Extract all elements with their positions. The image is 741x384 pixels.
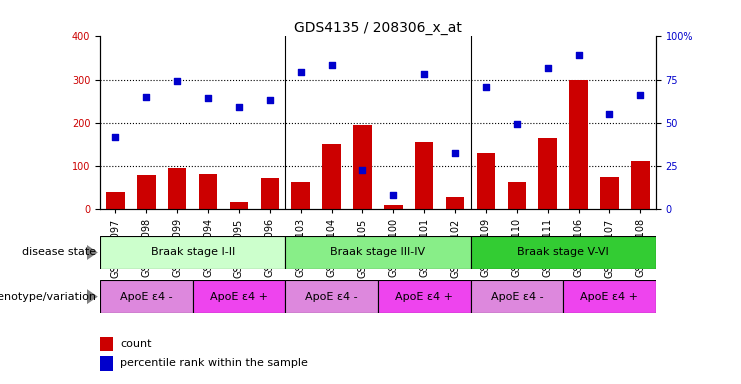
- Text: genotype/variation: genotype/variation: [0, 291, 96, 302]
- Text: ApoE ε4 +: ApoE ε4 +: [395, 291, 453, 302]
- Point: [603, 111, 615, 118]
- Bar: [230, 202, 248, 209]
- Bar: [291, 182, 310, 209]
- Bar: [446, 197, 465, 209]
- Bar: [285, 280, 378, 313]
- Point: [511, 121, 522, 127]
- Bar: [100, 337, 113, 351]
- Point: [418, 71, 430, 77]
- Point: [480, 84, 492, 91]
- Bar: [285, 236, 471, 269]
- Text: Braak stage I-II: Braak stage I-II: [150, 247, 235, 258]
- Text: ApoE ε4 -: ApoE ε4 -: [120, 291, 173, 302]
- Text: percentile rank within the sample: percentile rank within the sample: [120, 358, 308, 368]
- Point: [326, 61, 338, 68]
- Text: ApoE ε4 +: ApoE ε4 +: [210, 291, 268, 302]
- Bar: [631, 161, 650, 209]
- Text: Braak stage V-VI: Braak stage V-VI: [517, 247, 609, 258]
- Bar: [100, 280, 193, 313]
- Text: ApoE ε4 -: ApoE ε4 -: [491, 291, 543, 302]
- Text: disease state: disease state: [22, 247, 96, 258]
- Point: [573, 52, 585, 58]
- Bar: [600, 177, 619, 209]
- Bar: [322, 144, 341, 209]
- Bar: [563, 280, 656, 313]
- Bar: [476, 153, 495, 209]
- Bar: [193, 280, 285, 313]
- Bar: [168, 168, 187, 209]
- Bar: [569, 80, 588, 209]
- Bar: [384, 205, 402, 209]
- Text: count: count: [120, 339, 152, 349]
- Title: GDS4135 / 208306_x_at: GDS4135 / 208306_x_at: [294, 22, 462, 35]
- Point: [141, 94, 153, 100]
- Bar: [378, 280, 471, 313]
- Point: [542, 65, 554, 71]
- Point: [202, 95, 214, 101]
- Point: [388, 192, 399, 199]
- Point: [634, 92, 646, 98]
- Bar: [199, 174, 217, 209]
- Bar: [471, 236, 656, 269]
- Bar: [137, 175, 156, 209]
- Bar: [353, 125, 372, 209]
- Point: [171, 78, 183, 84]
- Point: [264, 98, 276, 104]
- Point: [110, 134, 122, 140]
- Bar: [471, 280, 563, 313]
- Bar: [508, 182, 526, 209]
- Point: [449, 150, 461, 156]
- Bar: [106, 192, 124, 209]
- Text: Braak stage III-IV: Braak stage III-IV: [330, 247, 425, 258]
- Point: [295, 69, 307, 75]
- Text: ApoE ε4 -: ApoE ε4 -: [305, 291, 358, 302]
- Bar: [100, 356, 113, 371]
- Bar: [100, 236, 285, 269]
- Bar: [415, 142, 433, 209]
- Text: ApoE ε4 +: ApoE ε4 +: [580, 291, 639, 302]
- Polygon shape: [87, 245, 98, 260]
- Bar: [261, 178, 279, 209]
- Point: [233, 104, 245, 111]
- Point: [356, 167, 368, 174]
- Polygon shape: [87, 289, 98, 304]
- Bar: [539, 138, 557, 209]
